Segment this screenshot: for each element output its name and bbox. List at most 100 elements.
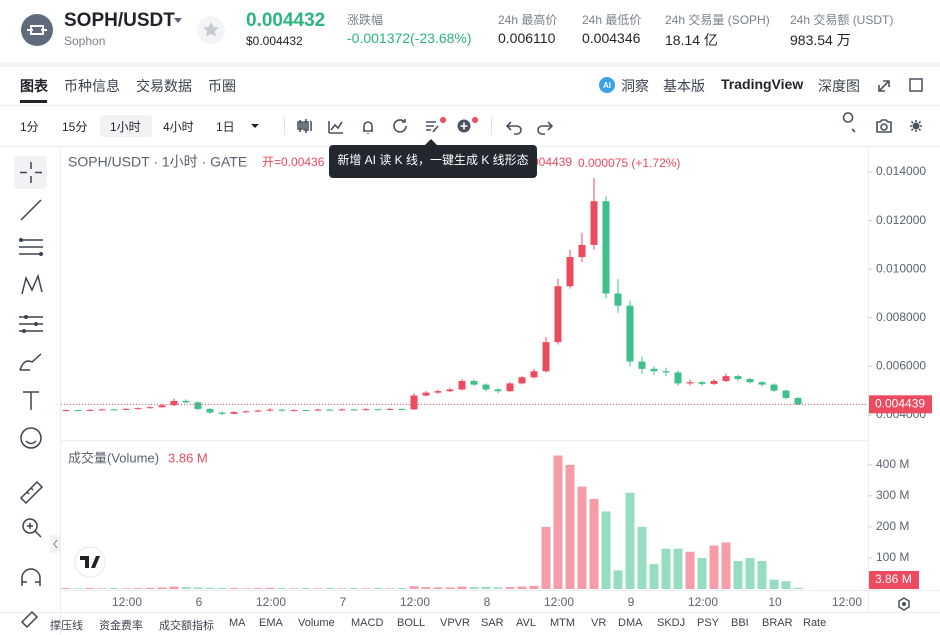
volume-bar <box>97 588 107 589</box>
interval[interactable]: 1日 <box>216 120 235 134</box>
indicator[interactable]: SAR <box>481 617 504 629</box>
indicator[interactable]: PSY <box>697 617 720 629</box>
trendline-tool[interactable] <box>20 199 42 221</box>
candle-body <box>278 409 286 411</box>
view-option[interactable]: TradingView <box>721 76 804 92</box>
candle-body <box>98 409 106 411</box>
candle-body <box>794 397 802 405</box>
axis-settings-icon[interactable] <box>898 597 910 611</box>
candle-body <box>302 410 310 412</box>
dropdown-icon[interactable] <box>174 18 182 23</box>
indicator[interactable]: VR <box>591 617 607 629</box>
stat-value: 0.006110 <box>498 30 556 46</box>
indicator[interactable]: Volume <box>298 617 335 629</box>
text-tool[interactable] <box>23 391 39 410</box>
window-icon[interactable] <box>909 78 923 92</box>
volume-bar <box>229 588 239 589</box>
indicator[interactable]: VPVR <box>440 617 470 629</box>
tab[interactable]: 图表 <box>20 78 48 94</box>
volume-bar <box>409 586 419 589</box>
candle-body <box>182 400 190 403</box>
lock-tool[interactable] <box>20 610 39 629</box>
candle-body <box>218 412 226 414</box>
y-tick-label: 0.012000 <box>876 213 926 227</box>
candle-body <box>386 408 394 410</box>
interval[interactable]: 4小时 <box>163 120 194 134</box>
volume-tick-label: 100 M <box>876 550 909 564</box>
view-option[interactable]: 基本版 <box>663 78 705 94</box>
tab[interactable]: 币种信息 <box>64 78 120 94</box>
volume-bar <box>577 486 587 589</box>
settings-icon[interactable] <box>910 120 922 132</box>
candle-body <box>590 201 598 245</box>
alert-icon[interactable] <box>363 121 373 134</box>
candle-body <box>446 389 454 392</box>
volume-bar <box>493 587 503 589</box>
view-option[interactable]: 洞察 <box>621 78 649 94</box>
candle-style-icon[interactable] <box>297 119 312 133</box>
tab[interactable]: 交易数据 <box>136 78 192 94</box>
candle-body <box>566 257 574 287</box>
volume-bar <box>169 586 179 589</box>
ai-icon[interactable] <box>599 77 615 93</box>
pattern-tool[interactable] <box>21 273 43 295</box>
indicator[interactable]: 成交额指标 <box>159 620 214 632</box>
crosshair-tool[interactable] <box>20 162 42 183</box>
volume-bar <box>457 586 467 589</box>
screenshot-icon[interactable] <box>876 119 892 133</box>
volume-bar <box>349 588 359 589</box>
indicator[interactable]: 撑压线 <box>50 620 83 632</box>
collapse-toolbar[interactable] <box>50 535 60 553</box>
indicator-icon[interactable] <box>328 121 343 134</box>
interval[interactable]: 1小时 <box>110 120 141 134</box>
fullscreen-icon[interactable] <box>878 80 890 92</box>
brush-tool[interactable] <box>19 353 42 371</box>
indicator[interactable]: MACD <box>351 617 384 629</box>
indicator[interactable]: 资金费率 <box>99 620 143 632</box>
undo-icon[interactable] <box>505 121 522 135</box>
indicator[interactable]: BBI <box>731 617 749 629</box>
dropdown-icon[interactable] <box>251 124 259 128</box>
volume-bar <box>421 587 431 589</box>
candle-body <box>506 383 514 392</box>
ai-kline-icon[interactable] <box>426 121 439 133</box>
volume-bar <box>253 588 263 589</box>
candle-body <box>314 409 322 411</box>
x-tick-label: 6 <box>196 595 203 609</box>
search-icon[interactable] <box>842 112 856 133</box>
tab[interactable]: 币圈 <box>208 78 236 94</box>
fib-tool[interactable] <box>19 316 43 332</box>
view-option[interactable]: 深度图 <box>818 78 860 94</box>
pair[interactable]: SOPH/USDT <box>64 10 175 31</box>
zoom-tool[interactable] <box>22 518 38 534</box>
separator <box>0 62 940 67</box>
indicator[interactable]: SKDJ <box>657 617 686 629</box>
parallel-tool[interactable] <box>19 239 43 255</box>
star-icon[interactable] <box>203 22 219 37</box>
volume-bar <box>145 587 155 589</box>
candle-body <box>650 368 658 372</box>
indicator[interactable]: EMA <box>259 617 283 629</box>
indicator[interactable]: Rate <box>803 617 827 629</box>
indicator[interactable]: MA <box>229 617 246 629</box>
volume-bar <box>541 526 551 589</box>
volume-bar <box>205 587 215 589</box>
volume-bar <box>385 588 395 589</box>
x-tick-label: 12:00 <box>400 595 430 609</box>
indicator[interactable]: BRAR <box>762 617 793 629</box>
interval[interactable]: 15分 <box>62 120 88 134</box>
redo-icon[interactable] <box>537 121 554 135</box>
emoji-tool[interactable] <box>20 427 42 449</box>
interval[interactable]: 1分 <box>20 120 39 134</box>
candle-body <box>614 293 622 306</box>
candle-body <box>254 410 262 412</box>
indicator[interactable]: AVL <box>516 617 536 629</box>
indicator[interactable]: MTM <box>550 617 576 629</box>
indicator[interactable]: BOLL <box>397 617 426 629</box>
magnet-tool[interactable] <box>21 568 41 586</box>
legend-change: 0.000075 (+1.72%) <box>578 156 680 170</box>
measure-tool[interactable] <box>19 480 44 505</box>
active-interval-bg <box>100 115 152 137</box>
replay-icon[interactable] <box>393 119 407 133</box>
indicator[interactable]: DMA <box>618 617 643 629</box>
